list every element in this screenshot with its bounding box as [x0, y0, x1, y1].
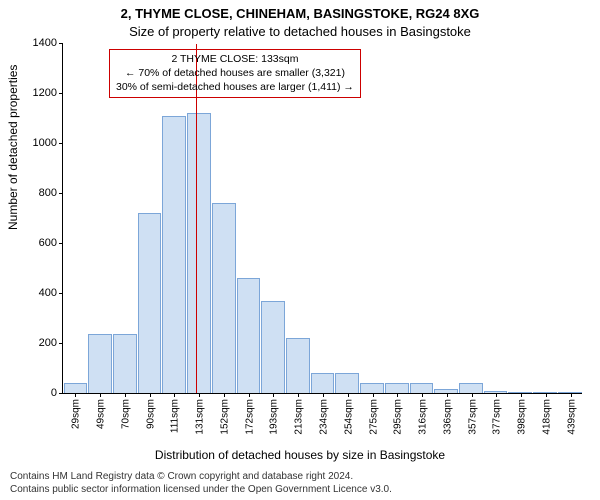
histogram-bar — [212, 203, 236, 393]
chart-title-address: 2, THYME CLOSE, CHINEHAM, BASINGSTOKE, R… — [0, 6, 600, 21]
x-tick-mark — [75, 393, 76, 397]
x-axis-label: Distribution of detached houses by size … — [0, 448, 600, 462]
x-tick-label: 295sqm — [391, 399, 404, 435]
annotation-line1: 2 THYME CLOSE: 133sqm — [116, 53, 354, 67]
histogram-bar — [113, 334, 137, 393]
x-tick-mark — [348, 393, 349, 397]
x-tick-label: 152sqm — [217, 399, 230, 435]
histogram-bar — [187, 113, 211, 393]
x-tick-label: 49sqm — [94, 399, 107, 429]
x-tick-label: 377sqm — [490, 399, 503, 435]
y-tick-label: 200 — [39, 337, 63, 349]
x-tick-mark — [224, 393, 225, 397]
chart-title-subtitle: Size of property relative to detached ho… — [0, 24, 600, 39]
x-tick-mark — [150, 393, 151, 397]
y-tick-label: 800 — [39, 187, 63, 199]
histogram-bar — [385, 383, 409, 393]
histogram-bar — [162, 116, 186, 394]
x-tick-label: 336sqm — [440, 399, 453, 435]
x-tick-mark — [422, 393, 423, 397]
x-tick-mark — [447, 393, 448, 397]
x-tick-mark — [546, 393, 547, 397]
annotation-box: 2 THYME CLOSE: 133sqm ← 70% of detached … — [109, 49, 361, 98]
x-tick-mark — [472, 393, 473, 397]
x-tick-mark — [373, 393, 374, 397]
histogram-bar — [459, 383, 483, 393]
y-tick-label: 1200 — [33, 87, 63, 99]
x-tick-mark — [571, 393, 572, 397]
x-tick-label: 193sqm — [267, 399, 280, 435]
x-tick-mark — [298, 393, 299, 397]
x-tick-label: 70sqm — [118, 399, 131, 429]
plot-area: 0200400600800100012001400 29sqm49sqm70sq… — [62, 44, 582, 394]
annotation-line3: 30% of semi-detached houses are larger (… — [116, 81, 354, 95]
footer-line1: Contains HM Land Registry data © Crown c… — [10, 470, 392, 483]
x-tick-label: 357sqm — [465, 399, 478, 435]
x-tick-label: 418sqm — [539, 399, 552, 435]
histogram-bar — [237, 278, 261, 393]
x-tick-mark — [125, 393, 126, 397]
annotation-line2: ← 70% of detached houses are smaller (3,… — [116, 67, 354, 81]
x-tick-label: 254sqm — [341, 399, 354, 435]
x-tick-label: 439sqm — [564, 399, 577, 435]
x-tick-mark — [249, 393, 250, 397]
x-tick-label: 275sqm — [366, 399, 379, 435]
x-tick-label: 316sqm — [416, 399, 429, 435]
y-axis-label: Number of detached properties — [6, 65, 20, 230]
x-tick-label: 111sqm — [168, 399, 181, 433]
y-tick-label: 400 — [39, 287, 63, 299]
x-tick-label: 234sqm — [317, 399, 330, 435]
histogram-bar — [286, 338, 310, 393]
y-tick-label: 600 — [39, 237, 63, 249]
histogram-bar — [360, 383, 384, 393]
x-tick-label: 398sqm — [515, 399, 528, 435]
x-tick-mark — [174, 393, 175, 397]
x-tick-label: 29sqm — [69, 399, 82, 429]
x-tick-mark — [199, 393, 200, 397]
x-tick-label: 131sqm — [193, 399, 206, 435]
histogram-bar — [410, 383, 434, 393]
x-tick-mark — [100, 393, 101, 397]
histogram-bar — [88, 334, 112, 393]
x-tick-label: 90sqm — [143, 399, 156, 429]
x-tick-mark — [397, 393, 398, 397]
histogram-bar — [335, 373, 359, 393]
y-tick-label: 0 — [51, 387, 63, 399]
footer-attribution: Contains HM Land Registry data © Crown c… — [10, 470, 392, 496]
x-tick-mark — [521, 393, 522, 397]
x-tick-label: 172sqm — [242, 399, 255, 435]
y-tick-label: 1400 — [33, 37, 63, 49]
footer-line2: Contains public sector information licen… — [10, 483, 392, 496]
x-tick-label: 213sqm — [292, 399, 305, 435]
y-tick-label: 1000 — [33, 137, 63, 149]
x-tick-mark — [496, 393, 497, 397]
x-tick-mark — [323, 393, 324, 397]
histogram-bar — [138, 213, 162, 393]
x-tick-mark — [273, 393, 274, 397]
histogram-bar — [311, 373, 335, 393]
histogram-bar — [64, 383, 88, 393]
histogram-bar — [261, 301, 285, 394]
